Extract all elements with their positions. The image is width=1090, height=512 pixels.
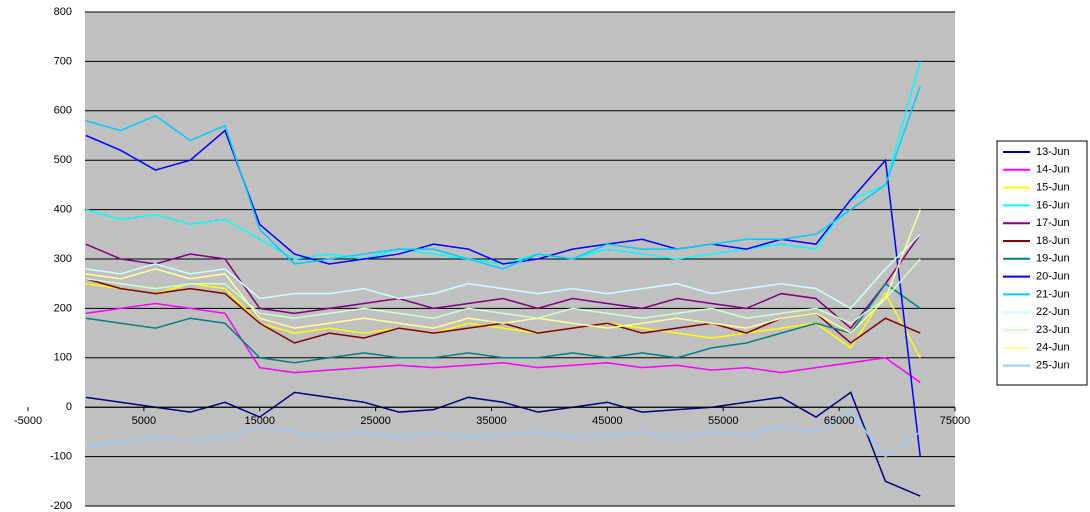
x-tick-label: 35000 — [476, 415, 507, 427]
legend-label: 19-Jun — [1036, 253, 1070, 265]
series-line — [85, 233, 921, 330]
y-tick-label: 700 — [54, 55, 72, 67]
x-tick-label: 75000 — [940, 415, 971, 427]
legend-label: 18-Jun — [1036, 235, 1070, 247]
legend-label: 17-Jun — [1036, 217, 1070, 229]
x-tick-label: 15000 — [244, 415, 275, 427]
series-line — [85, 282, 921, 364]
y-tick-label: 0 — [66, 401, 72, 413]
y-tick-label: 100 — [54, 352, 72, 364]
y-tick-label: 300 — [54, 253, 72, 265]
legend-items: 13-Jun 14-Jun 15-Jun 16-Jun 17-Jun 18-Jun 19-J… — [1003, 146, 1070, 372]
axes: -200 -100 0 100 200 300 400 500 600 700 800 -5000 50… — [14, 6, 970, 512]
y-tick-label: 200 — [54, 302, 72, 314]
y-tick-label: 600 — [54, 105, 72, 117]
legend-label: 14-Jun — [1036, 164, 1070, 176]
legend-label: 13-Jun — [1036, 146, 1070, 158]
x-tick-label: 55000 — [708, 415, 739, 427]
series-line — [85, 411, 921, 458]
legend-label: 25-Jun — [1036, 360, 1070, 372]
x-tick-label: 45000 — [592, 415, 623, 427]
series-line — [85, 209, 921, 335]
legend-label: 15-Jun — [1036, 182, 1070, 194]
x-tick-label: 5000 — [132, 415, 156, 427]
legend-label: 16-Jun — [1036, 199, 1070, 211]
series-line — [85, 85, 921, 270]
y-tick-label: 500 — [54, 154, 72, 166]
series-line — [85, 282, 921, 359]
y-tick-label: 400 — [54, 204, 72, 216]
legend-label: 22-Jun — [1036, 306, 1070, 318]
series-line — [85, 258, 921, 325]
x-tick-label: 65000 — [824, 415, 855, 427]
series-line — [85, 391, 921, 497]
x-tick-label: 25000 — [360, 415, 391, 427]
series-line — [85, 302, 921, 384]
y-tick-label: -200 — [50, 500, 72, 512]
legend-label: 23-Jun — [1036, 324, 1070, 336]
legend-label: 21-Jun — [1036, 288, 1070, 300]
legend-label: 24-Jun — [1036, 342, 1070, 354]
legend — [996, 140, 1088, 386]
legend-label: 20-Jun — [1036, 271, 1070, 283]
y-tick-label: 800 — [54, 6, 72, 18]
lines — [85, 61, 921, 497]
x-tick-label: -5000 — [14, 415, 42, 427]
y-tick-label: -100 — [50, 451, 72, 463]
series-line — [85, 233, 921, 310]
